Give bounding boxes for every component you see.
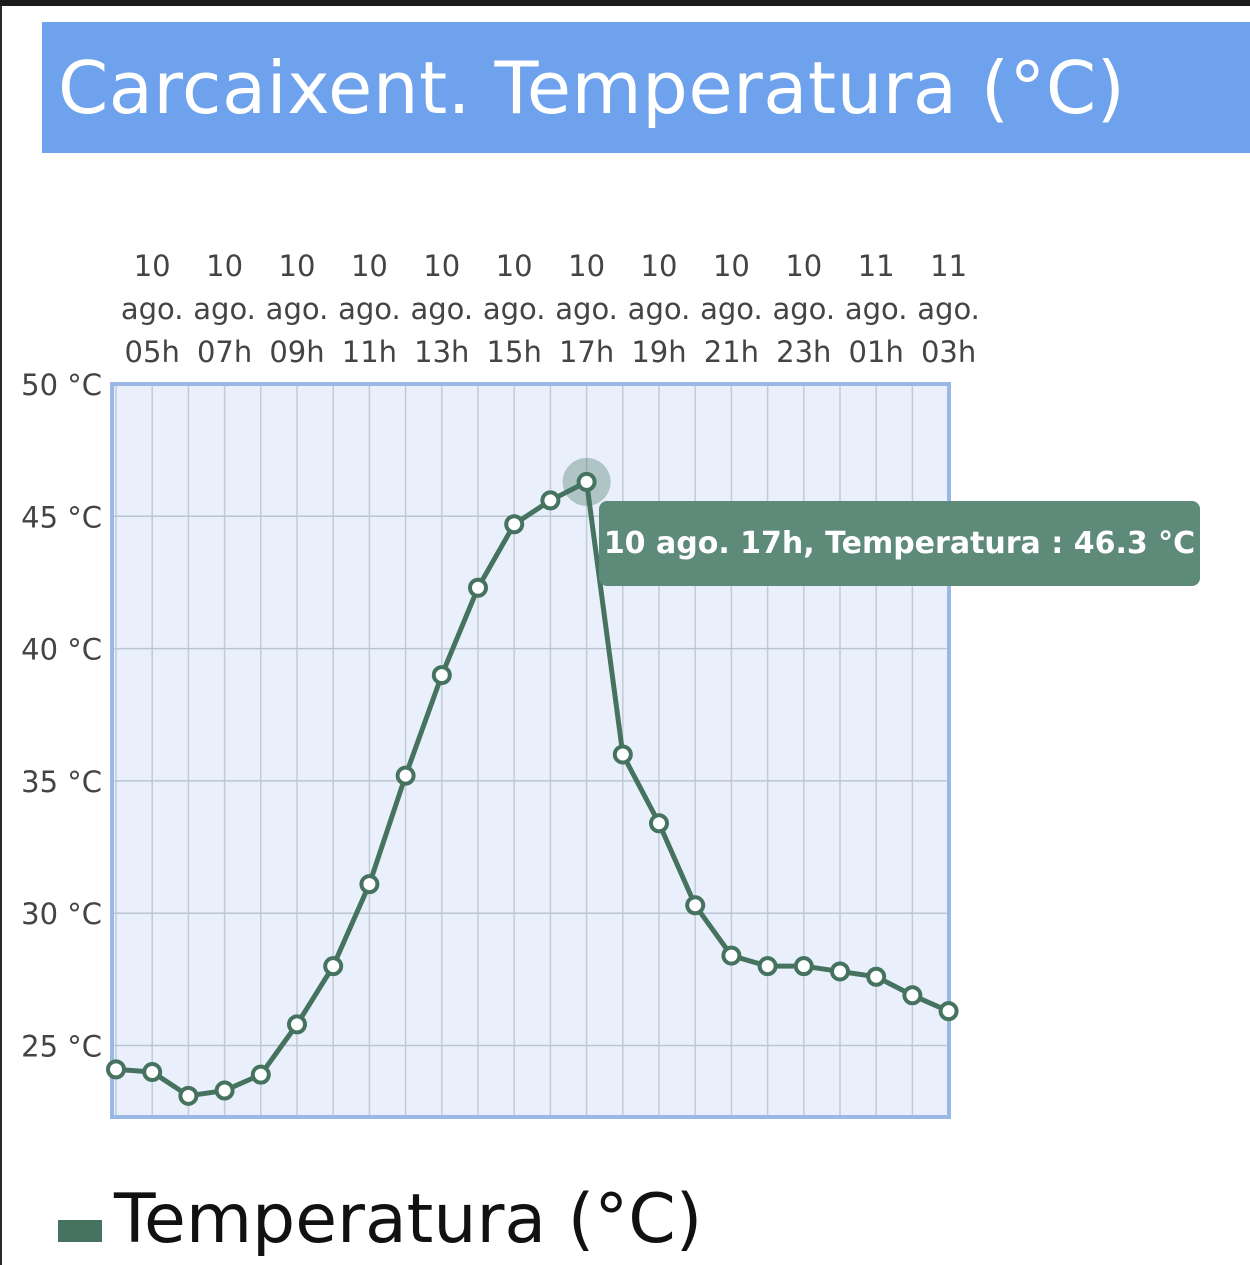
x-tick-label: 15h — [487, 335, 542, 369]
x-tick-label: 09h — [269, 335, 324, 369]
y-tick-label: 50 °C — [21, 368, 102, 402]
data-point — [540, 490, 561, 511]
x-tick-label: 10 — [206, 249, 243, 283]
x-tick-label: 13h — [414, 335, 469, 369]
x-tick-label: 21h — [704, 335, 759, 369]
x-tick-label: 10 — [785, 249, 822, 283]
x-tick-label: 10 — [641, 249, 678, 283]
x-tick-label: 10 — [134, 249, 171, 283]
x-tick-label: 03h — [921, 335, 976, 369]
x-tick-label: 10 — [496, 249, 533, 283]
x-tick-label: ago. — [338, 292, 401, 326]
x-tick-label: ago. — [772, 292, 835, 326]
data-point — [757, 956, 778, 977]
data-point — [106, 1059, 126, 1080]
x-tick-label: 11 — [930, 249, 967, 283]
data-point — [649, 813, 669, 834]
chart-title: Carcaixent. Temperatura (°C) — [58, 46, 1126, 130]
data-point — [504, 514, 525, 535]
data-point — [142, 1062, 163, 1083]
data-point — [938, 1001, 959, 1022]
x-tick-label: ago. — [266, 292, 329, 326]
x-tick-label: ago. — [121, 292, 184, 326]
data-point — [793, 956, 814, 977]
x-tick-label: ago. — [845, 292, 908, 326]
x-tick-label: ago. — [555, 292, 618, 326]
x-tick-label: 11 — [858, 249, 895, 283]
data-point — [721, 945, 742, 966]
x-tick-label: 10 — [568, 249, 605, 283]
data-point — [866, 966, 887, 987]
x-tick-label: 23h — [776, 335, 831, 369]
x-tick-label: ago. — [483, 292, 546, 326]
data-point — [830, 961, 850, 982]
data-point — [287, 1014, 307, 1035]
title-banner: Carcaixent. Temperatura (°C) — [42, 22, 1250, 153]
x-tick-label: ago. — [193, 292, 256, 326]
x-tick-label: ago. — [700, 292, 763, 326]
x-tick-label: ago. — [917, 292, 980, 326]
x-tick-label: ago. — [628, 292, 691, 326]
x-tick-label: 10 — [351, 249, 388, 283]
data-point — [468, 577, 488, 598]
data-point — [359, 874, 380, 895]
data-point — [178, 1085, 199, 1106]
plot-border — [110, 382, 951, 1119]
x-tick-label: 10 — [423, 249, 460, 283]
data-point — [902, 985, 923, 1006]
y-tick-label: 40 °C — [21, 633, 102, 667]
plot-area — [112, 384, 949, 1117]
y-tick-label: 30 °C — [21, 897, 102, 931]
x-tick-label: 10 — [713, 249, 750, 283]
data-point — [685, 895, 706, 916]
data-point — [612, 744, 633, 765]
x-tick-label: 10 — [279, 249, 316, 283]
data-tooltip: 10 ago. 17h, Temperatura : 46.3 °C — [599, 501, 1200, 586]
legend-swatch — [58, 1220, 102, 1242]
x-tick-label: 17h — [559, 335, 614, 369]
data-point — [214, 1080, 235, 1101]
data-point — [431, 665, 452, 686]
legend-label: Temperatura (°C) — [114, 1180, 703, 1259]
y-tick-label: 45 °C — [21, 500, 102, 534]
x-tick-label: 19h — [631, 335, 686, 369]
window-top-edge — [0, 0, 1250, 6]
y-tick-label: 35 °C — [21, 765, 102, 799]
data-point — [395, 765, 416, 786]
tooltip-text: 10 ago. 17h, Temperatura : 46.3 °C — [603, 526, 1196, 561]
data-point — [323, 956, 344, 977]
y-tick-label: 25 °C — [21, 1030, 102, 1064]
data-point — [576, 471, 597, 492]
x-tick-label: ago. — [410, 292, 473, 326]
x-tick-label: 07h — [197, 335, 252, 369]
x-tick-label: 01h — [849, 335, 904, 369]
data-point — [250, 1064, 271, 1085]
x-tick-label: 11h — [342, 335, 397, 369]
x-tick-label: 05h — [125, 335, 180, 369]
window-left-edge — [0, 6, 2, 1265]
